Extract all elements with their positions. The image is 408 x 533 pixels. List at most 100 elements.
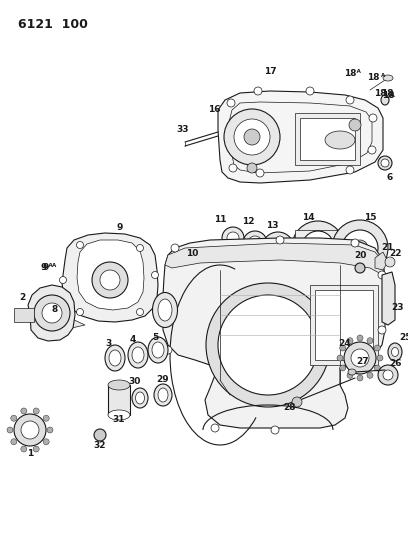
Circle shape xyxy=(349,119,361,131)
Text: A: A xyxy=(52,263,56,268)
Circle shape xyxy=(77,309,84,316)
Circle shape xyxy=(33,446,39,452)
Ellipse shape xyxy=(153,293,177,327)
Circle shape xyxy=(347,338,353,344)
Circle shape xyxy=(374,345,380,351)
Text: 32: 32 xyxy=(94,440,106,449)
Circle shape xyxy=(378,156,392,170)
Circle shape xyxy=(222,227,244,249)
Circle shape xyxy=(340,345,346,351)
Circle shape xyxy=(378,326,386,334)
Circle shape xyxy=(357,375,363,381)
Circle shape xyxy=(171,244,179,252)
Ellipse shape xyxy=(105,345,125,371)
Ellipse shape xyxy=(325,131,355,149)
Circle shape xyxy=(369,114,377,122)
Circle shape xyxy=(346,96,354,104)
Text: 22: 22 xyxy=(390,248,402,257)
Ellipse shape xyxy=(128,342,148,368)
Ellipse shape xyxy=(158,299,172,321)
Bar xyxy=(295,113,360,165)
Circle shape xyxy=(77,241,84,248)
Circle shape xyxy=(276,236,284,244)
Circle shape xyxy=(234,119,270,155)
Circle shape xyxy=(306,87,314,95)
Text: 25: 25 xyxy=(399,334,408,343)
Text: 6: 6 xyxy=(387,174,393,182)
Text: 28: 28 xyxy=(284,403,296,413)
Ellipse shape xyxy=(152,342,164,358)
Bar xyxy=(300,118,355,160)
Circle shape xyxy=(302,231,334,263)
Ellipse shape xyxy=(108,410,130,420)
Text: 27: 27 xyxy=(357,358,369,367)
Ellipse shape xyxy=(135,392,144,404)
Circle shape xyxy=(170,256,214,300)
Circle shape xyxy=(332,220,388,276)
Circle shape xyxy=(244,129,260,145)
Text: 16: 16 xyxy=(208,106,220,115)
Polygon shape xyxy=(375,252,388,270)
Text: 15: 15 xyxy=(364,214,376,222)
Circle shape xyxy=(34,295,70,331)
Circle shape xyxy=(211,424,219,432)
Circle shape xyxy=(256,169,264,177)
Circle shape xyxy=(33,408,39,414)
Circle shape xyxy=(92,262,128,298)
Text: 18ᴬ: 18ᴬ xyxy=(344,69,360,77)
Ellipse shape xyxy=(383,75,393,81)
Text: A: A xyxy=(390,93,395,98)
Text: 21: 21 xyxy=(382,244,394,253)
Text: 13: 13 xyxy=(266,221,278,230)
Circle shape xyxy=(351,364,359,372)
Circle shape xyxy=(43,415,49,421)
Polygon shape xyxy=(55,308,85,330)
Ellipse shape xyxy=(388,343,402,361)
Text: 18: 18 xyxy=(374,88,386,98)
Ellipse shape xyxy=(392,348,399,357)
Text: 23: 23 xyxy=(392,303,404,312)
Polygon shape xyxy=(218,91,383,183)
Text: 18: 18 xyxy=(381,88,393,98)
Text: 18: 18 xyxy=(382,91,394,100)
Text: 9: 9 xyxy=(117,223,123,232)
Text: 24: 24 xyxy=(339,338,351,348)
Circle shape xyxy=(229,164,237,172)
Text: 33: 33 xyxy=(177,125,189,134)
Circle shape xyxy=(378,365,398,385)
Circle shape xyxy=(227,232,239,244)
Circle shape xyxy=(42,303,62,323)
Text: 30: 30 xyxy=(129,377,141,386)
Text: 18: 18 xyxy=(367,72,379,82)
Circle shape xyxy=(367,373,373,378)
Text: 3: 3 xyxy=(105,338,111,348)
Circle shape xyxy=(378,271,386,279)
Circle shape xyxy=(254,87,262,95)
Circle shape xyxy=(357,335,363,341)
Bar xyxy=(315,290,373,360)
Polygon shape xyxy=(382,272,395,325)
Circle shape xyxy=(218,295,318,395)
Circle shape xyxy=(347,373,353,378)
Ellipse shape xyxy=(148,337,168,363)
Circle shape xyxy=(137,245,144,252)
Text: 26: 26 xyxy=(389,359,401,367)
Circle shape xyxy=(383,370,393,380)
Circle shape xyxy=(262,232,294,264)
Circle shape xyxy=(351,349,369,367)
Polygon shape xyxy=(77,240,144,310)
Ellipse shape xyxy=(348,369,356,375)
Circle shape xyxy=(344,342,376,374)
Text: 9ᴬ: 9ᴬ xyxy=(42,262,53,271)
Circle shape xyxy=(247,163,257,173)
Circle shape xyxy=(227,99,235,107)
Circle shape xyxy=(292,397,302,407)
Circle shape xyxy=(11,415,17,421)
Text: 2: 2 xyxy=(19,294,25,303)
Text: 9: 9 xyxy=(41,262,47,271)
Text: 6121  100: 6121 100 xyxy=(18,18,88,31)
Circle shape xyxy=(178,264,206,292)
Text: 5: 5 xyxy=(152,333,158,342)
Text: 20: 20 xyxy=(354,251,366,260)
Circle shape xyxy=(21,408,27,414)
